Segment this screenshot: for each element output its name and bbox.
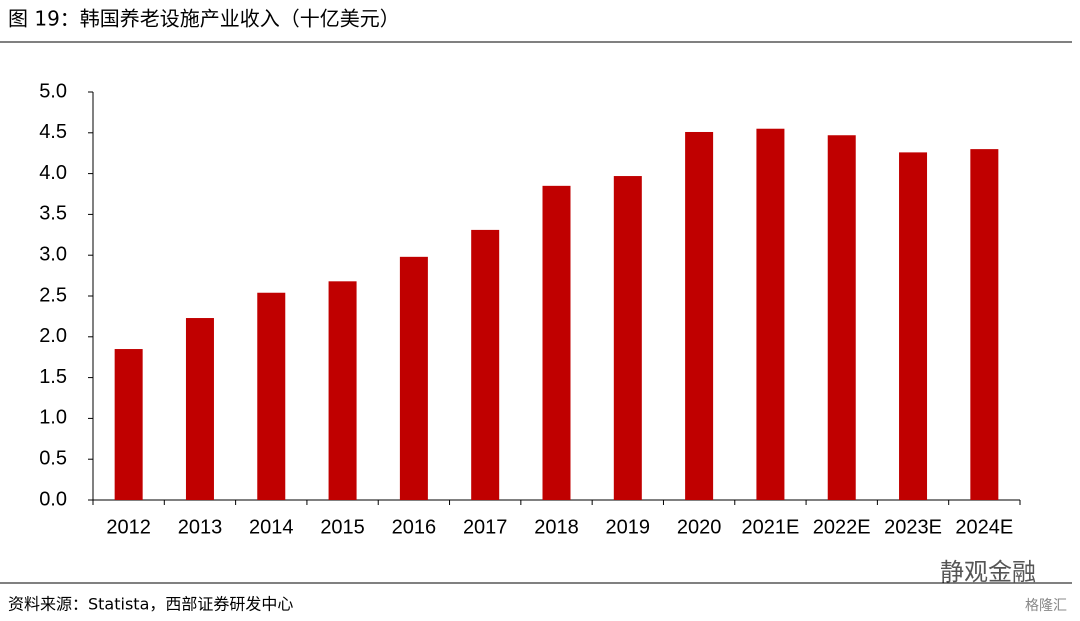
y-tick-label: 2.0: [39, 325, 67, 347]
x-tick-label: 2012: [106, 516, 151, 538]
x-tick-label: 2014: [249, 516, 294, 538]
y-tick-label: 3.0: [39, 243, 67, 265]
watermark: 静观金融: [940, 558, 1036, 586]
x-tick-label: 2016: [392, 516, 437, 538]
x-tick-label: 2022E: [813, 516, 871, 538]
source-note: 资料来源：Statista，西部证券研发中心: [8, 595, 293, 614]
bar: [471, 229, 500, 501]
bar: [613, 176, 642, 500]
x-tick-label: 2023E: [884, 516, 942, 538]
y-tick-label: 5.0: [39, 80, 67, 102]
bar: [756, 128, 785, 500]
x-tick-label: 2013: [178, 516, 223, 538]
x-tick-label: 2017: [463, 516, 508, 538]
bar: [970, 149, 999, 500]
y-tick-label: 1.0: [39, 407, 67, 429]
x-tick-label: 2019: [606, 516, 651, 538]
bar: [185, 318, 214, 500]
bar: [399, 256, 428, 500]
x-tick-label: 2015: [320, 516, 365, 538]
y-tick-label: 3.5: [39, 203, 67, 225]
y-tick-label: 0.5: [39, 447, 67, 469]
x-tick-label: 2018: [534, 516, 579, 538]
x-tick-label: 2020: [677, 516, 722, 538]
watermark: 格隆汇: [1025, 598, 1067, 614]
y-tick-label: 1.5: [39, 366, 67, 388]
bar: [542, 185, 571, 500]
bar: [899, 152, 928, 500]
bar: [257, 292, 286, 500]
x-tick-label: 2021E: [742, 516, 800, 538]
bar: [827, 135, 856, 501]
bar: [685, 131, 714, 500]
y-tick-label: 2.5: [39, 284, 67, 306]
x-tick-label: 2024E: [955, 516, 1013, 538]
bar: [114, 349, 143, 500]
chart-title: 图 19：韩国养老设施产业收入（十亿美元）: [8, 7, 400, 31]
y-tick-label: 4.5: [39, 121, 67, 143]
y-tick-label: 0.0: [39, 488, 67, 510]
y-tick-label: 4.0: [39, 162, 67, 184]
bar: [328, 281, 357, 500]
